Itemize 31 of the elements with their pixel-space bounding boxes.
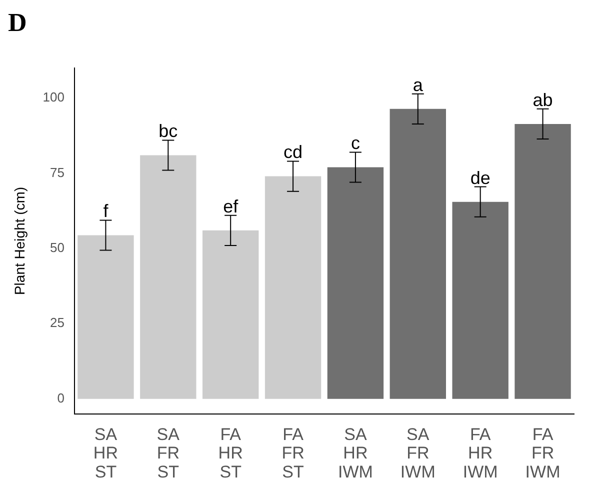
y-axis-title: Plant Height (cm) (11, 186, 28, 296)
x-tick-label: SA FR ST (156, 424, 180, 482)
annotation: de (470, 168, 490, 188)
annotation: ab (532, 90, 553, 110)
y-tick-label: 0 (57, 390, 64, 406)
annotation: f (103, 201, 110, 222)
x-tick-label: FA HR ST (218, 424, 243, 482)
bar (327, 167, 384, 399)
x-tick-label: SA HR IWM (338, 424, 373, 482)
bar (264, 176, 322, 399)
annotation: cd (284, 142, 303, 162)
x-tick-label: FA FR IWM (525, 424, 560, 482)
y-tick-label: 100 (42, 90, 64, 105)
bar (452, 202, 508, 399)
annotation: ef (223, 196, 240, 216)
annotation: c (350, 133, 360, 154)
annotation: a (412, 74, 424, 95)
bar (140, 155, 196, 399)
y-tick-label: 75 (50, 164, 64, 180)
x-tick-label: SA FR IWM (400, 424, 436, 482)
annotation: bc (158, 121, 178, 142)
bar (78, 235, 134, 399)
chart-title: D (8, 8, 28, 39)
x-tick-label: SA HR ST (93, 424, 118, 482)
y-tick-label: 50 (50, 240, 64, 256)
bar (514, 124, 571, 399)
x-tick-label: FA HR IWM (462, 424, 498, 482)
y-tick-label: 25 (50, 315, 64, 330)
bar (390, 108, 446, 399)
bar (202, 230, 259, 399)
x-tick-label: FA FR ST (282, 424, 304, 482)
